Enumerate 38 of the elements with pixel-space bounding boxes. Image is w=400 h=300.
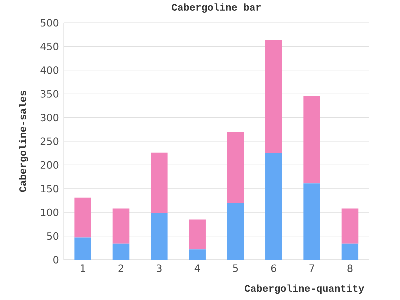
y-tick-label: 250 — [40, 138, 59, 146]
x-tick-label: 8 — [348, 264, 353, 272]
bar — [151, 214, 168, 260]
x-tick-label: 7 — [310, 264, 314, 272]
y-tick-label: 500 — [40, 19, 59, 27]
chart-title: Cabergoline bar — [172, 4, 261, 13]
bar — [189, 220, 206, 250]
bar — [304, 96, 320, 184]
y-tick-label: 50 — [47, 232, 59, 240]
bar — [266, 153, 282, 260]
y-tick-label: 450 — [40, 42, 59, 50]
bar — [189, 250, 206, 260]
y-tick-label: 0 — [54, 256, 59, 264]
bar — [74, 238, 92, 260]
y-tick-label: 100 — [41, 208, 59, 216]
x-tick-label: 1 — [81, 264, 86, 272]
bar — [266, 40, 282, 154]
bar — [112, 244, 130, 260]
bar — [151, 152, 168, 214]
y-tick-label: 200 — [40, 161, 59, 169]
x-tick-label: 4 — [194, 264, 200, 272]
y-tick-label: 400 — [40, 66, 59, 74]
bar — [227, 132, 244, 204]
y-axis-title: Cabergoline-sales — [19, 91, 28, 192]
x-tick-label: 6 — [271, 264, 276, 272]
x-axis-title: Cabergoline-quantity — [244, 284, 364, 294]
x-tick-label: 2 — [118, 264, 124, 272]
bar — [342, 208, 359, 244]
y-tick-label: 300 — [40, 114, 59, 122]
bar — [112, 208, 130, 244]
x-tick-label: 3 — [156, 264, 162, 272]
bar — [74, 198, 92, 238]
bar — [342, 244, 359, 260]
bar — [227, 203, 244, 260]
bar — [304, 184, 320, 260]
y-tick-label: 350 — [40, 90, 59, 98]
x-tick-label: 5 — [233, 264, 238, 272]
y-tick-label: 150 — [41, 185, 59, 193]
